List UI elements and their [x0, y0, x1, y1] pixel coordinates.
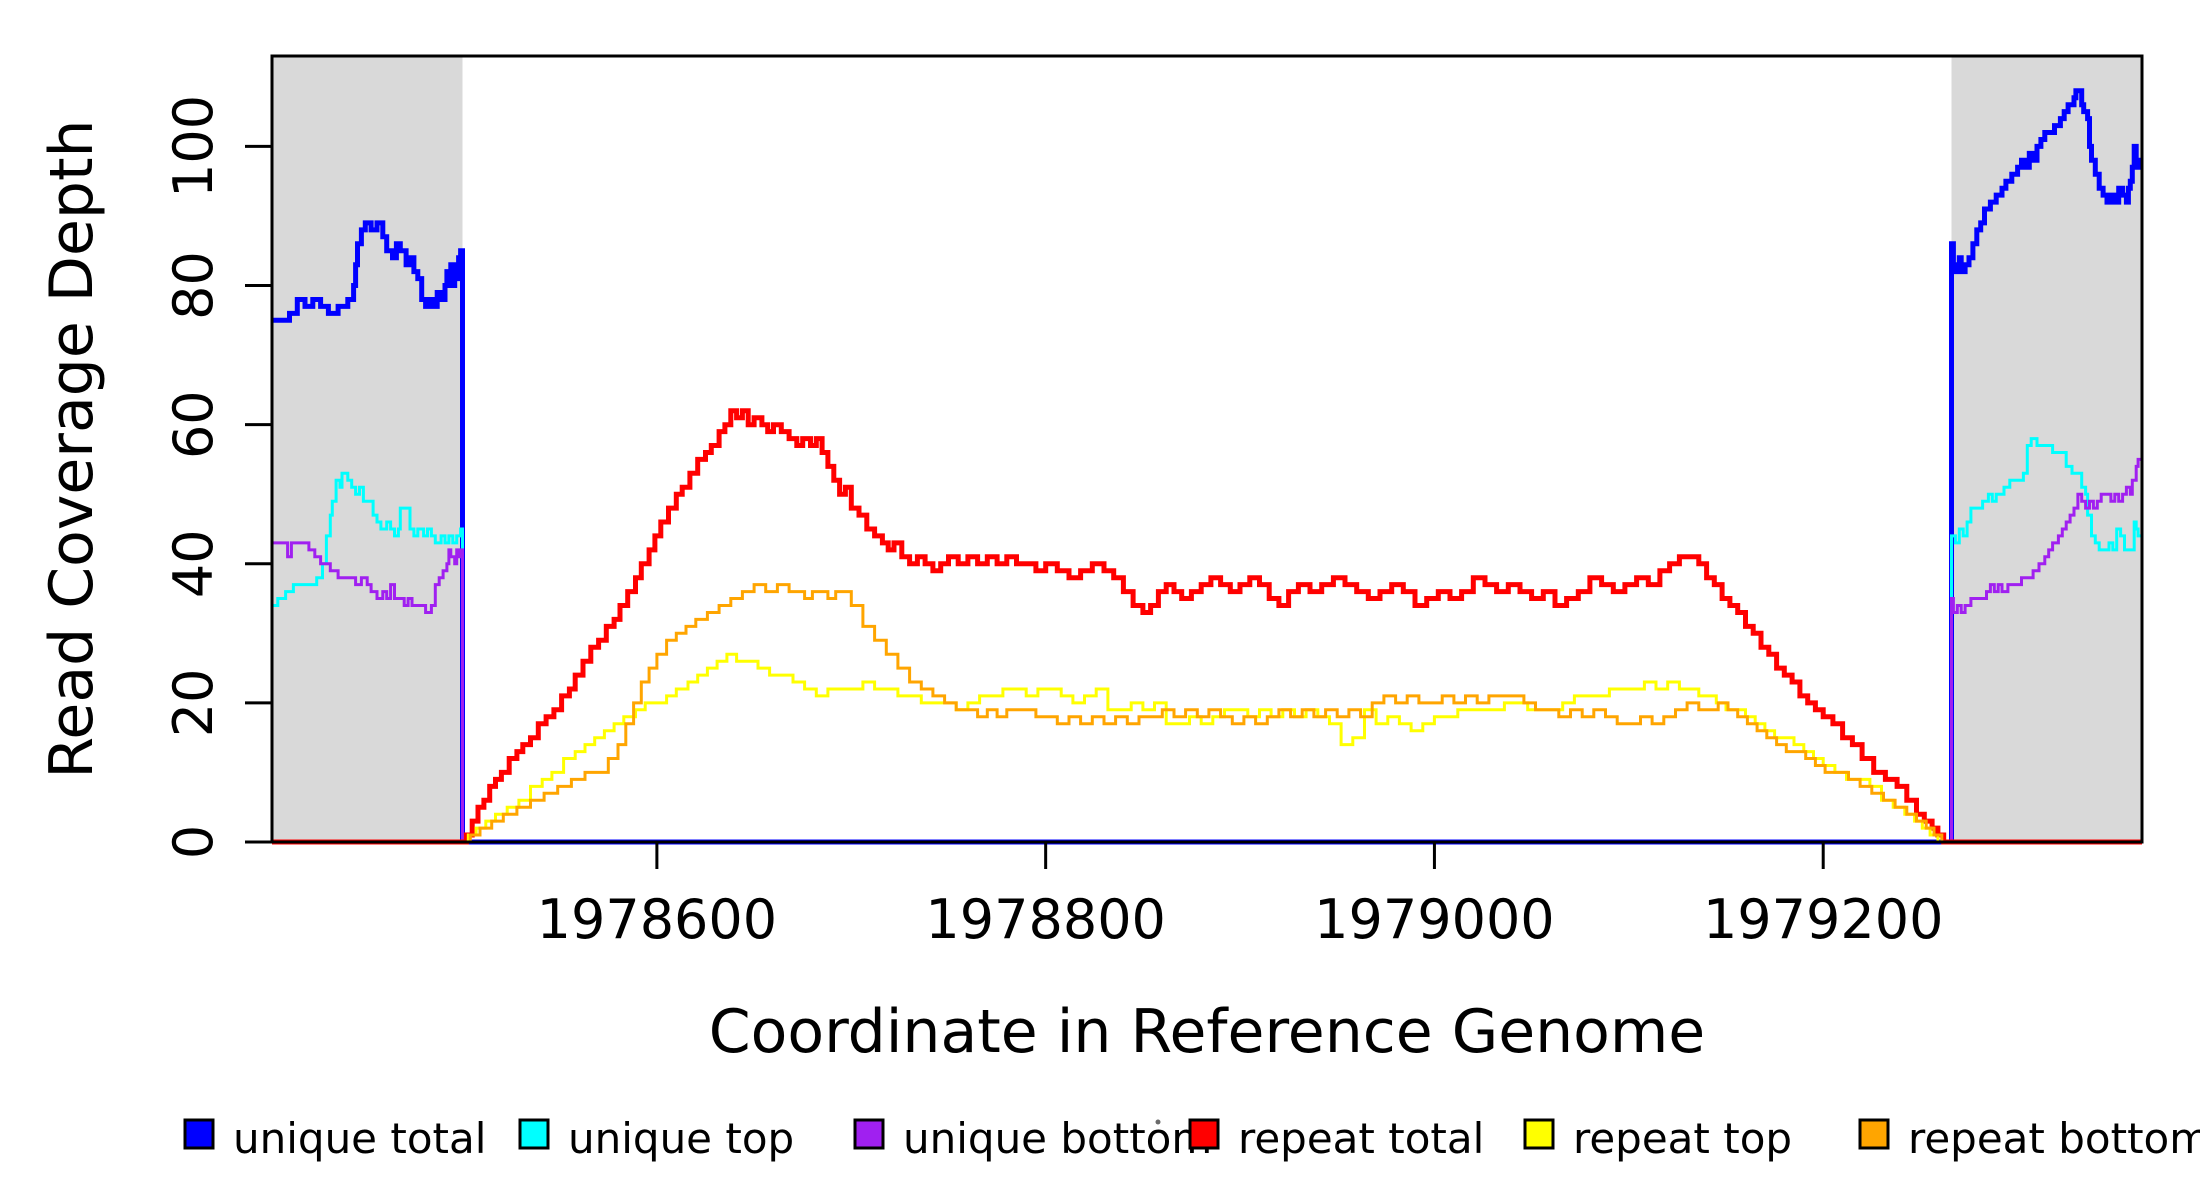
stray-mark	[1155, 1119, 1161, 1125]
series-unique-total	[272, 88, 2142, 845]
legend-swatch-unique-bottom	[853, 1118, 885, 1150]
series-lines	[272, 88, 2142, 845]
series-unique-bottom	[272, 457, 2142, 844]
legend-label-repeat-top: repeat top	[1573, 1114, 1792, 1163]
legend-swatch-unique-total	[183, 1118, 215, 1150]
shaded-regions	[272, 56, 2142, 842]
plot-border	[270, 54, 2144, 844]
series-repeat-bottom	[272, 583, 2142, 844]
y-axis-ticks: 0 20 40 60 80 100	[162, 95, 271, 859]
legend-label-unique-total: unique total	[233, 1114, 486, 1163]
y-tick-label: 60	[162, 390, 225, 459]
y-axis-label: Read Coverage Depth	[37, 119, 107, 778]
legend-swatch-repeat-total	[1188, 1118, 1220, 1150]
legend-label-unique-bottom: unique bottom	[903, 1114, 1212, 1163]
y-tick-label: 80	[162, 251, 225, 320]
legend-label-unique-top: unique top	[568, 1114, 794, 1163]
y-tick-label: 20	[162, 669, 225, 738]
y-tick-label: 100	[162, 95, 225, 198]
legend-swatch-repeat-top	[1523, 1118, 1555, 1150]
legend-label-repeat-bottom: repeat bottom	[1908, 1114, 2200, 1163]
legend-swatch-unique-top	[518, 1118, 550, 1150]
x-tick-label: 1978800	[925, 888, 1166, 951]
series-repeat-total	[272, 408, 2142, 845]
series-unique-top	[272, 437, 2142, 844]
shaded-region	[1951, 56, 2142, 842]
x-tick-label: 1978600	[537, 888, 778, 951]
y-tick-label: 0	[162, 825, 225, 859]
legend-label-repeat-total: repeat total	[1238, 1114, 1484, 1163]
x-axis-ticks: 1978600 1978800 1979000 1979200	[537, 843, 1944, 951]
x-tick-label: 1979000	[1314, 888, 1555, 951]
x-axis-label: Coordinate in Reference Genome	[709, 997, 1705, 1067]
legend: unique total unique top unique bottom repea…	[183, 1114, 2200, 1163]
legend-swatch-repeat-bottom	[1858, 1118, 1890, 1150]
x-tick-label: 1979200	[1703, 888, 1944, 951]
y-tick-label: 40	[162, 529, 225, 598]
shaded-region	[272, 56, 463, 842]
